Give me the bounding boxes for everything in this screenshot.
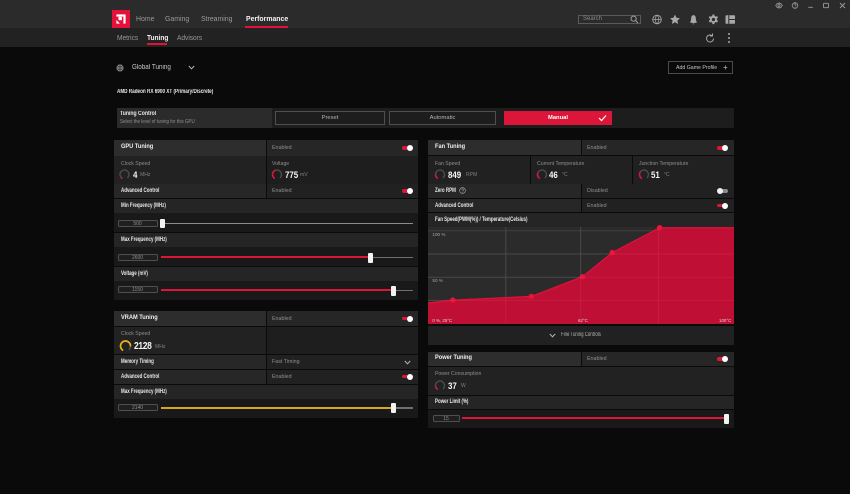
svg-text:100 %: 100 % <box>432 232 445 237</box>
svg-text:0 %, 25°C: 0 %, 25°C <box>432 318 452 323</box>
svg-text:62°C: 62°C <box>578 318 588 323</box>
svg-text:50 %: 50 % <box>432 278 442 283</box>
svg-text:100°C: 100°C <box>719 318 731 323</box>
